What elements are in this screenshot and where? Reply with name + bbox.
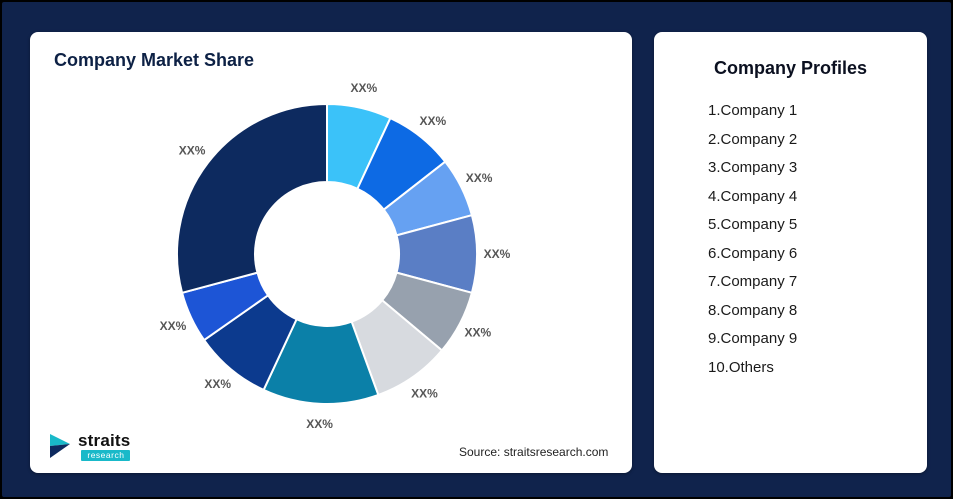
slice-label: XX%	[466, 171, 493, 185]
slice-label: XX%	[306, 417, 333, 431]
source-attribution: Source: straitsresearch.com	[459, 445, 609, 459]
list-item: 8.Company 8	[708, 301, 798, 319]
market-share-card: Company Market Share XX% XX% XX% XX% XX% XX% X…	[30, 32, 632, 473]
slice-label: XX%	[411, 386, 438, 400]
slice-label: XX%	[419, 114, 446, 128]
logo-brand: straits	[78, 431, 131, 450]
slice-label: XX%	[484, 247, 511, 261]
list-item: 3.Company 3	[708, 159, 798, 176]
list-item: 1.Company 1	[708, 102, 798, 119]
profiles-list: 1.Company 1 2.Company 2 3.Company 3 4.Co…	[654, 97, 927, 382]
chart-title: Company Market Share	[54, 50, 255, 70]
slice-label: XX%	[464, 325, 491, 339]
straits-logo-icon	[50, 434, 70, 458]
slice-label: XX%	[160, 319, 187, 333]
list-item: 4.Company 4	[708, 187, 798, 205]
slice-label: XX%	[350, 81, 377, 95]
company-profiles-card: Company Profiles 1.Company 1 2.Company 2…	[654, 32, 927, 473]
donut-slice	[176, 103, 328, 294]
list-item: 7.Company 7	[708, 273, 798, 290]
donut-chart: XX% XX% XX% XX% XX% XX% XX% XX% XX% XX%	[30, 80, 630, 460]
straits-logo: straits research	[50, 431, 131, 461]
list-item: 5.Company 5	[708, 216, 798, 233]
donut-chart-svg: XX% XX% XX% XX% XX% XX% XX% XX% XX% XX%	[160, 81, 511, 431]
slice-label: XX%	[179, 144, 206, 158]
list-item: 6.Company 6	[708, 244, 798, 262]
list-item: 10.Others	[708, 358, 774, 376]
list-item: 9.Company 9	[708, 330, 798, 347]
profiles-title: Company Profiles	[713, 58, 868, 78]
logo-text: straits research	[78, 431, 131, 461]
logo-sub-brand: research	[81, 450, 131, 461]
slice-label: XX%	[204, 377, 231, 391]
list-item: 2.Company 2	[708, 130, 798, 148]
